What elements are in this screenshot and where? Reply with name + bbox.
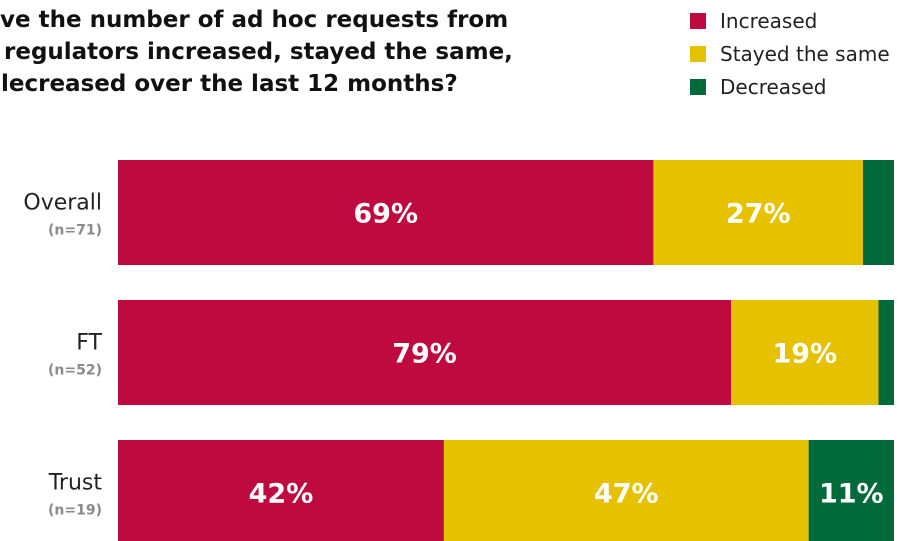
data-label-overall-increased: 69% bbox=[353, 199, 418, 230]
bar-segment-overall-increased bbox=[118, 160, 654, 265]
chart-title-line-2: regulators increased, stayed the same, bbox=[4, 39, 513, 65]
chart-legend: Increased Stayed the same Decreased bbox=[690, 4, 890, 103]
category-label-ft: FT bbox=[76, 331, 102, 356]
legend-label-stayed-the-same: Stayed the same bbox=[720, 41, 890, 66]
legend-item-decreased: Decreased bbox=[690, 70, 890, 103]
data-label-ft-increased: 79% bbox=[392, 339, 457, 370]
chart-title-line-3: lecreased over the last 12 months? bbox=[1, 71, 458, 97]
bar-segment-overall-decreased bbox=[862, 160, 894, 265]
bar-segment-trust-stayed bbox=[443, 440, 809, 541]
legend-item-stayed-the-same: Stayed the same bbox=[690, 37, 890, 70]
bar-segment-ft-stayed bbox=[731, 300, 879, 405]
legend-label-increased: Increased bbox=[720, 8, 818, 33]
bar-segment-overall-stayed bbox=[653, 160, 863, 265]
bar-segment-ft-decreased bbox=[878, 300, 894, 405]
bar-segment-trust-decreased bbox=[808, 440, 894, 541]
sample-size-label-trust: (n=19) bbox=[48, 503, 102, 519]
category-label-overall: Overall bbox=[23, 191, 102, 216]
data-label-trust-decreased: 11% bbox=[819, 479, 884, 510]
sample-size-label-overall: (n=71) bbox=[48, 223, 102, 239]
category-label-trust: Trust bbox=[48, 471, 103, 496]
data-label-trust-stayed: 47% bbox=[594, 479, 659, 510]
legend-swatch-decreased bbox=[690, 78, 706, 95]
legend-swatch-stayed-the-same bbox=[690, 45, 706, 62]
data-label-overall-stayed: 27% bbox=[726, 199, 791, 230]
sample-size-label-ft: (n=52) bbox=[48, 363, 102, 379]
chart-title-line-1: ve the number of ad hoc requests from bbox=[0, 7, 509, 33]
legend-item-increased: Increased bbox=[690, 4, 890, 37]
chart-title: ve the number of ad hoc requests from re… bbox=[0, 4, 540, 100]
data-label-ft-stayed: 19% bbox=[772, 339, 837, 370]
bar-segment-trust-increased bbox=[118, 440, 444, 541]
legend-label-decreased: Decreased bbox=[720, 74, 827, 99]
legend-swatch-increased bbox=[690, 12, 706, 29]
bar-segment-ft-increased bbox=[118, 300, 732, 405]
data-label-trust-increased: 42% bbox=[249, 479, 314, 510]
